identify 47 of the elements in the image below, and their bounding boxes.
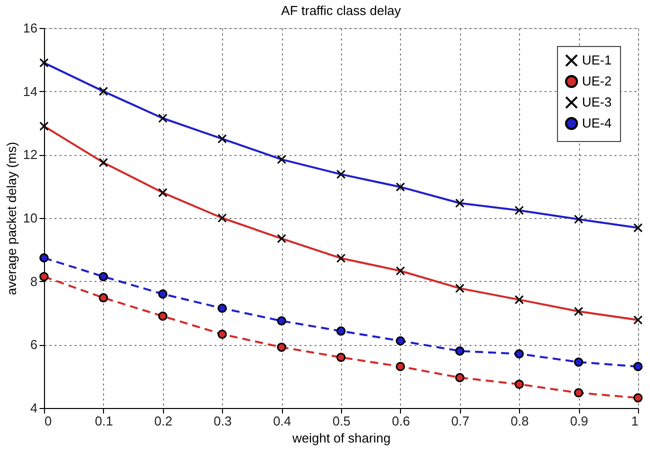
legend-label: UE-1 [582, 52, 612, 68]
point [218, 304, 227, 313]
point [276, 316, 286, 326]
point [514, 380, 524, 389]
point [158, 312, 168, 321]
x-tick-label: 0.6 [392, 414, 410, 428]
y-tick-label: 16 [23, 20, 38, 36]
y-axis-title: average packet delay (ms) [4, 142, 20, 296]
x-tick-label: 0.1 [94, 414, 113, 428]
x-tick-label: 0.7 [451, 414, 470, 428]
legend-label: UE-3 [582, 94, 612, 110]
y-tick-label: 6 [30, 337, 38, 352]
point [39, 253, 49, 263]
point [514, 349, 524, 358]
legend-label: UE-4 [582, 116, 612, 130]
point [98, 293, 108, 302]
point [396, 336, 406, 346]
point [574, 388, 584, 398]
chart-title: AF traffic class delay [281, 3, 402, 18]
point [633, 393, 643, 402]
x-tick-label: 0.8 [510, 414, 529, 428]
y-tick-label: 14 [23, 84, 38, 99]
point [336, 352, 346, 362]
x-tick-label: 1 [631, 414, 638, 428]
y-tick-label: 12 [23, 147, 38, 162]
point [633, 362, 643, 372]
y-tick-label: 10 [23, 210, 38, 226]
point [396, 362, 406, 372]
point [98, 272, 108, 282]
point [336, 326, 346, 336]
point [276, 342, 286, 352]
x-tick-label: 0.4 [273, 414, 292, 428]
x-tick-label: 0.9 [570, 414, 588, 428]
point [574, 357, 584, 367]
point [158, 289, 168, 299]
point [39, 272, 49, 282]
point [218, 330, 227, 339]
x-tick-label: 0 [44, 414, 52, 428]
x-axis-title: weight of sharing [291, 430, 391, 446]
x-tick-label: 0.5 [332, 414, 351, 428]
y-tick-label: 4 [30, 400, 38, 416]
y-tick-label: 8 [30, 274, 38, 289]
legend-label: UE-2 [582, 74, 612, 88]
x-tick-label: 0.3 [214, 414, 232, 428]
x-tick-label: 0.2 [154, 414, 172, 428]
point [455, 372, 464, 382]
point [455, 346, 464, 356]
